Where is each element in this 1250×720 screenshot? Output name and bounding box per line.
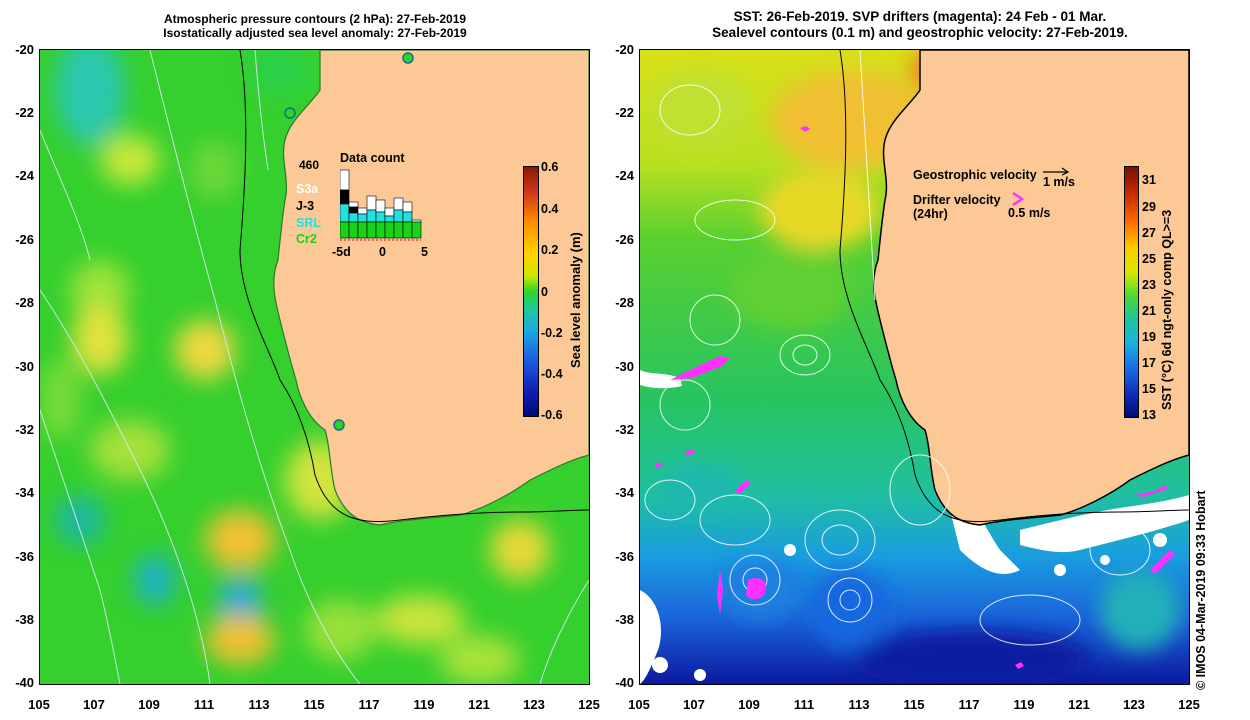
sea-level-anomaly-map (39, 49, 590, 685)
source-srl: SRL (296, 216, 321, 230)
y-tick: -28 (615, 295, 634, 310)
x-tick: 125 (1178, 697, 1200, 712)
source-cr2: Cr2 (296, 232, 317, 246)
x-tick: 109 (138, 697, 160, 712)
y-tick: -32 (15, 422, 34, 437)
y-tick: -26 (15, 232, 34, 247)
y-tick: -40 (615, 675, 634, 690)
sst-map (639, 49, 1190, 685)
x-tick: 107 (83, 697, 105, 712)
x-tick: 107 (683, 697, 705, 712)
x-tick: 123 (523, 697, 545, 712)
histogram-axis-mid: 0 (379, 245, 386, 259)
histogram-axis-end: 5 (421, 245, 428, 259)
sst-tick: 17 (1142, 356, 1156, 370)
x-tick: 121 (468, 697, 490, 712)
y-tick: -36 (15, 549, 34, 564)
right-panel-title: SST: 26-Feb-2019. SVP drifters (magenta)… (640, 9, 1200, 41)
pressure-contours (40, 50, 589, 684)
sst-tick: 15 (1142, 382, 1156, 396)
sla-tick: 0.4 (541, 202, 559, 216)
sst-tick: 31 (1142, 173, 1156, 187)
y-tick: -34 (615, 485, 634, 500)
geostrophic-scale: 1 m/s (1043, 175, 1075, 189)
bathymetry-contour (239, 50, 589, 523)
x-tick: 119 (413, 697, 435, 712)
left-title-line1: Atmospheric pressure contours (2 hPa): 2… (163, 12, 467, 26)
sla-colorbar-label: Sea level anomaly (m) (568, 232, 583, 368)
imos-credit: © IMOS 04-Mar-2019 09:33 Hobart (1194, 490, 1208, 690)
sea-level-contours (644, 50, 1151, 646)
x-tick: 113 (248, 697, 270, 712)
sla-tick: 0.6 (541, 160, 559, 174)
left-panel-title: Atmospheric pressure contours (2 hPa): 2… (40, 12, 590, 41)
geostrophic-arrow-icon (1043, 167, 1070, 176)
sst-tick: 21 (1142, 304, 1156, 318)
sla-colorbar (523, 166, 539, 417)
sla-tick: -0.6 (541, 408, 563, 422)
y-tick: -30 (615, 359, 634, 374)
y-tick: -36 (615, 549, 634, 564)
x-tick: 123 (1123, 697, 1145, 712)
y-tick: -20 (15, 42, 34, 57)
sla-tick: 0.2 (541, 243, 559, 257)
sst-colorbar-label: SST (°C) 6d ngt-only comp QL>=3 (1160, 209, 1174, 410)
sst-tick: 19 (1142, 330, 1156, 344)
x-tick: 117 (958, 697, 980, 712)
y-tick: -28 (15, 295, 34, 310)
bathymetry-contour-sst (839, 50, 1189, 523)
right-title-line2: Sealevel contours (0.1 m) and geostrophi… (712, 25, 1128, 41)
source-s3a: S3a (296, 182, 319, 196)
drifter-velocity-label: Drifter velocity (913, 193, 1001, 207)
x-tick: 119 (1013, 697, 1035, 712)
y-tick: -22 (15, 105, 34, 120)
x-tick: 105 (628, 697, 650, 712)
sst-tick: 29 (1142, 200, 1156, 214)
y-tick: -24 (15, 168, 34, 183)
y-tick: -32 (615, 422, 634, 437)
geostrophic-velocity-label: Geostrophic velocity (913, 168, 1037, 182)
left-title-line2: Isostatically adjusted sea level anomaly… (163, 26, 467, 41)
drifter-tracks (655, 126, 1175, 669)
y-tick: -34 (15, 485, 34, 500)
x-tick: 117 (358, 697, 380, 712)
sst-tick: 25 (1142, 252, 1156, 266)
data-count-histogram (340, 169, 422, 241)
drifter-period-label: (24hr) (913, 207, 948, 221)
x-tick: 115 (903, 697, 925, 712)
y-tick: -38 (615, 612, 634, 627)
sla-tick: -0.2 (541, 326, 563, 340)
x-tick: 111 (793, 697, 815, 712)
y-tick: -38 (15, 612, 34, 627)
x-tick: 121 (1068, 697, 1090, 712)
sst-tick: 27 (1142, 226, 1156, 240)
histogram-axis-start: -5d (332, 245, 351, 259)
sst-colorbar (1124, 166, 1139, 418)
sst-tick: 23 (1142, 278, 1156, 292)
data-count-total: 460 (299, 158, 320, 172)
y-tick: -30 (15, 359, 34, 374)
drifter-scale: 0.5 m/s (1008, 206, 1051, 220)
x-tick: 109 (738, 697, 760, 712)
x-tick: 111 (193, 697, 215, 712)
australia-land-sst (873, 50, 1189, 526)
sst-tick: 13 (1142, 408, 1156, 422)
y-tick: -22 (615, 105, 634, 120)
x-tick: 115 (303, 697, 325, 712)
sla-tick: 0 (541, 285, 548, 299)
sla-field (40, 50, 550, 684)
drifter-arrow-icon (1012, 191, 1025, 207)
y-tick: -24 (615, 168, 634, 183)
x-tick: 105 (28, 697, 50, 712)
right-title-line1: SST: 26-Feb-2019. SVP drifters (magenta)… (733, 9, 1107, 24)
data-count-title: Data count (340, 151, 405, 165)
x-tick: 125 (578, 697, 600, 712)
australia-land (273, 50, 589, 526)
y-tick: -26 (615, 232, 634, 247)
x-tick: 113 (848, 697, 870, 712)
source-j3: J-3 (296, 199, 315, 213)
sla-tick: -0.4 (541, 367, 563, 381)
y-tick: -20 (615, 42, 634, 57)
y-tick: -40 (15, 675, 34, 690)
